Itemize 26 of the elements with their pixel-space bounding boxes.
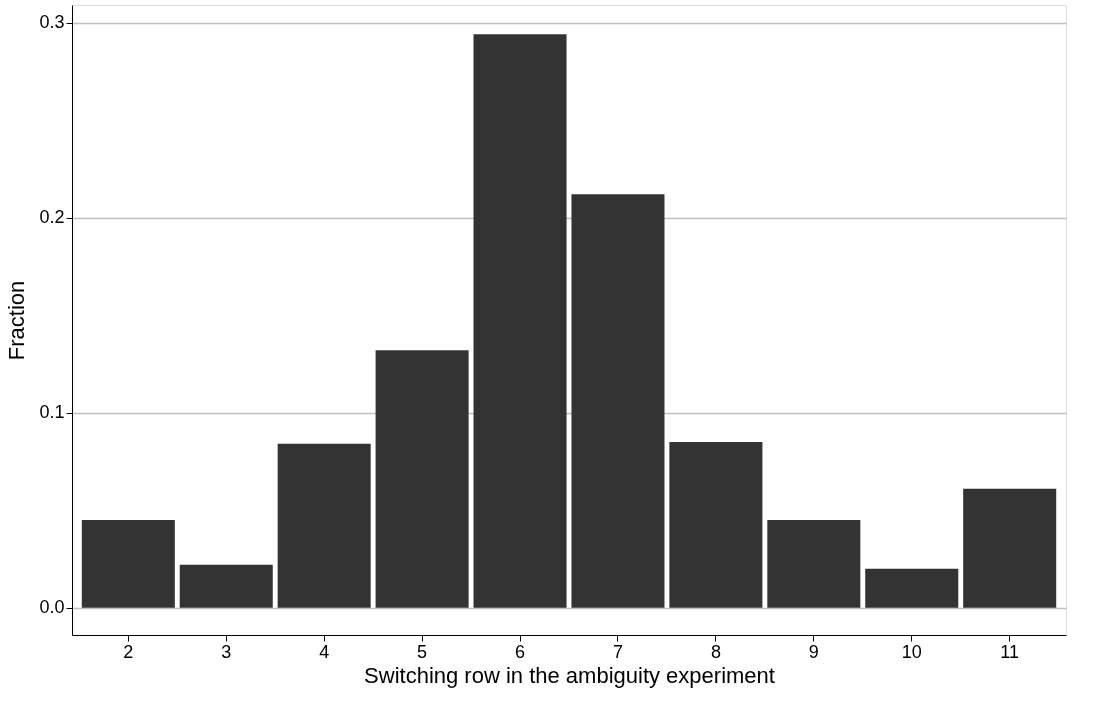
bar (963, 488, 1057, 608)
bar (375, 350, 469, 608)
x-axis-title: Switching row in the ambiguity experiment (364, 662, 775, 688)
bar (571, 194, 665, 608)
bar (81, 519, 175, 608)
y-tick-label: 0.3 (39, 12, 65, 33)
x-tick-label: 7 (612, 641, 623, 662)
y-tick-label: 0.0 (39, 597, 65, 618)
y-axis-title: Fraction (4, 280, 30, 361)
bar (179, 564, 273, 608)
bar (277, 443, 371, 608)
x-tick-label: 11 (1000, 641, 1020, 662)
bar (767, 519, 861, 608)
x-tick-label: 10 (901, 641, 922, 662)
x-tick-label: 9 (808, 641, 819, 662)
bar (473, 34, 567, 608)
bar (669, 441, 763, 608)
x-tick-label: 4 (319, 641, 330, 662)
x-tick-label: 8 (710, 641, 721, 662)
bar (865, 568, 959, 608)
y-tick-label: 0.1 (39, 402, 65, 423)
x-tick-label: 5 (417, 641, 428, 662)
x-tick-label: 2 (123, 641, 134, 662)
x-tick-label: 6 (515, 641, 526, 662)
y-tick-label: 0.2 (39, 207, 65, 228)
x-tick-label: 3 (221, 641, 232, 662)
